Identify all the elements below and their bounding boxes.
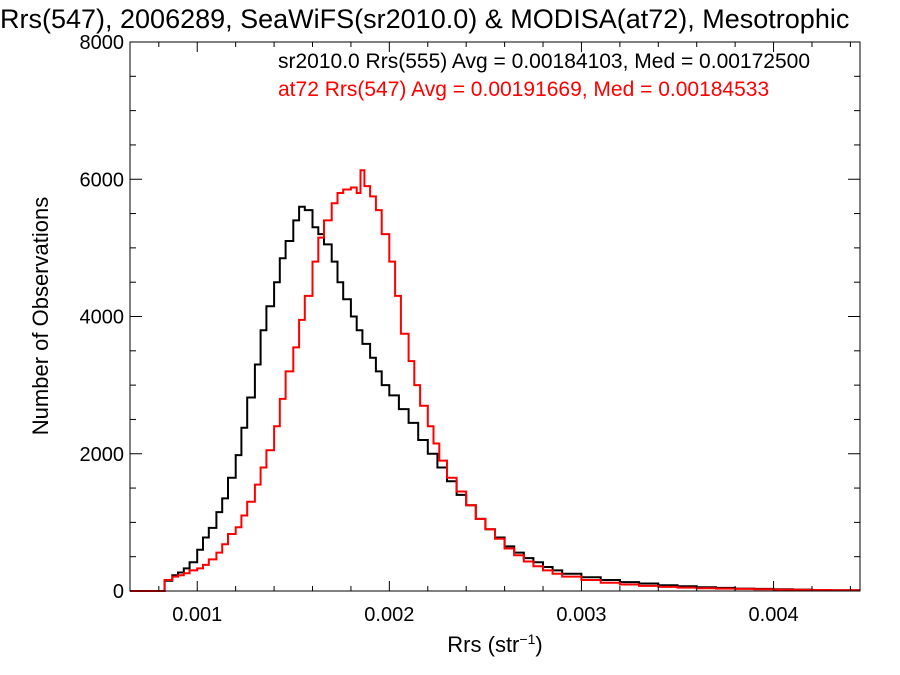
- x-tick-label: 0.001: [172, 604, 222, 626]
- series-line-at72: [130, 169, 860, 592]
- x-axis-label: Rrs (str−1): [447, 631, 542, 657]
- y-tick-label: 0: [113, 581, 124, 603]
- y-tick-label: 6000: [80, 169, 125, 191]
- y-tick-label: 4000: [80, 307, 125, 329]
- x-tick-label: 0.003: [556, 604, 606, 626]
- axis-ticks-group: 0.001 0.002 0.003 0.004 0 2000 4000 6000 8000: [80, 32, 860, 626]
- y-axis-label: Number of Observations: [28, 197, 53, 435]
- x-tick-label: 0.002: [364, 604, 414, 626]
- plot-series-group: [130, 169, 860, 592]
- y-tick-label: 8000: [80, 32, 125, 54]
- legend-entry-at72: at72 Rrs(547) Avg = 0.00191669, Med = 0.…: [278, 78, 769, 101]
- x-tick-label: 0.004: [749, 604, 799, 626]
- y-tick-label: 2000: [80, 444, 125, 466]
- chart-title: Rrs(547), 2006289, SeaWiFS(sr2010.0) & M…: [0, 4, 849, 34]
- legend-entry-sr2010: sr2010.0 Rrs(555) Avg = 0.00184103, Med …: [278, 50, 810, 73]
- series-line-sr2010: [130, 205, 860, 592]
